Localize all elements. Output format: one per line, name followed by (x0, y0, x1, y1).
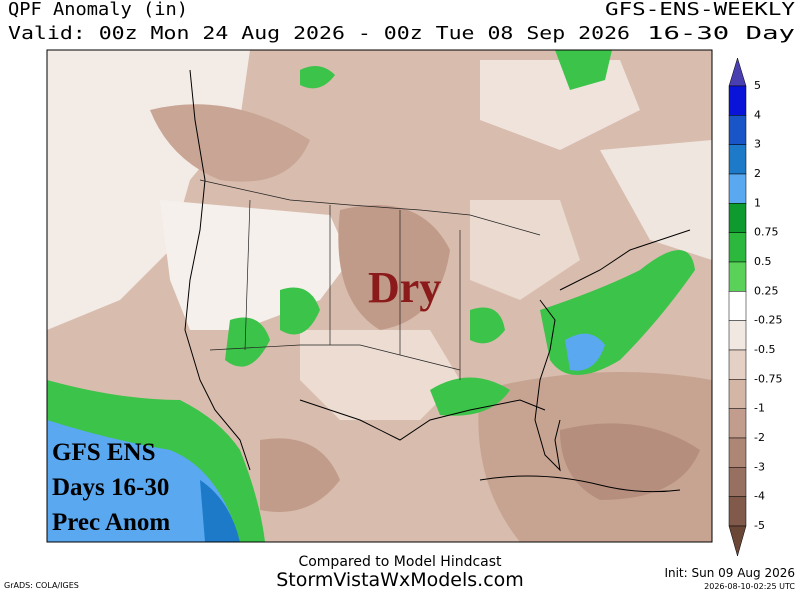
colorbar-label: -2 (754, 431, 765, 444)
header-title: QPF Anomaly (in) (8, 0, 188, 20)
colorbar-label: 0.5 (754, 255, 772, 268)
colorbar-swatch (728, 232, 747, 263)
colorbar-swatch (728, 349, 747, 380)
colorbar-label: 5 (754, 79, 761, 92)
colorbar-swatch (728, 115, 747, 145)
colorbar-swatch (728, 408, 747, 439)
map-label-line: Prec Anom (52, 509, 170, 536)
footer-note: Compared to Model Hindcast (298, 554, 502, 570)
colorbar: 5 4 3 2 1 0.75 0.5 0.25 -0.25 -0.5 -0.75 -1 -2 -3 -4 -5 (728, 57, 782, 557)
colorbar-swatch (728, 203, 747, 233)
map-frame (46, 49, 713, 543)
colorbar-label: -5 (754, 519, 765, 532)
footer-init: Init: Sun 09 Aug 2026 (664, 566, 795, 580)
map (47, 50, 712, 542)
colorbar-swatch (728, 291, 747, 321)
colorbar-swatch (728, 379, 747, 409)
header-range: 16-30 Day (647, 23, 795, 44)
colorbar-swatch (728, 320, 747, 351)
colorbar-triangle (728, 525, 747, 557)
colorbar-label: 1 (754, 196, 761, 209)
colorbar-swatch (728, 85, 747, 116)
colorbar-label: 3 (754, 138, 761, 151)
map-label-line: Days 16-30 (52, 474, 169, 501)
colorbar-label: 0.75 (754, 226, 779, 239)
map-annotation: Dry (368, 263, 441, 312)
colorbar-label: 2 (754, 167, 761, 180)
colorbar-swatch (728, 261, 747, 292)
colorbar-label: 4 (754, 108, 761, 121)
colorbar-swatch (728, 173, 747, 204)
footer-timestamp: 2026-08-10-02:25 UTC (704, 582, 795, 591)
colorbar-label: -0.75 (754, 372, 782, 385)
colorbar-swatch (728, 496, 747, 527)
map-label-line: GFS ENS (52, 439, 156, 466)
colorbar-label: -3 (754, 460, 765, 473)
header-valid: Valid: 00z Mon 24 Aug 2026 - 00z Tue 08 … (8, 23, 630, 44)
colorbar-label: -1 (754, 402, 765, 415)
colorbar-swatch (728, 144, 747, 175)
colorbar-label: -4 (754, 490, 765, 503)
colorbar-swatch (728, 437, 747, 468)
footer-site: StormVistaWxModels.com (276, 569, 524, 591)
colorbar-swatch (728, 467, 747, 497)
colorbar-label: -0.5 (754, 343, 775, 356)
colorbar-label: -0.25 (754, 314, 782, 327)
header-model: GFS-ENS-WEEKLY (605, 0, 795, 20)
colorbar-triangle (728, 57, 747, 87)
colorbar-label: 0.25 (754, 284, 779, 297)
footer-credit: GrADS: COLA/IGES (4, 581, 79, 590)
